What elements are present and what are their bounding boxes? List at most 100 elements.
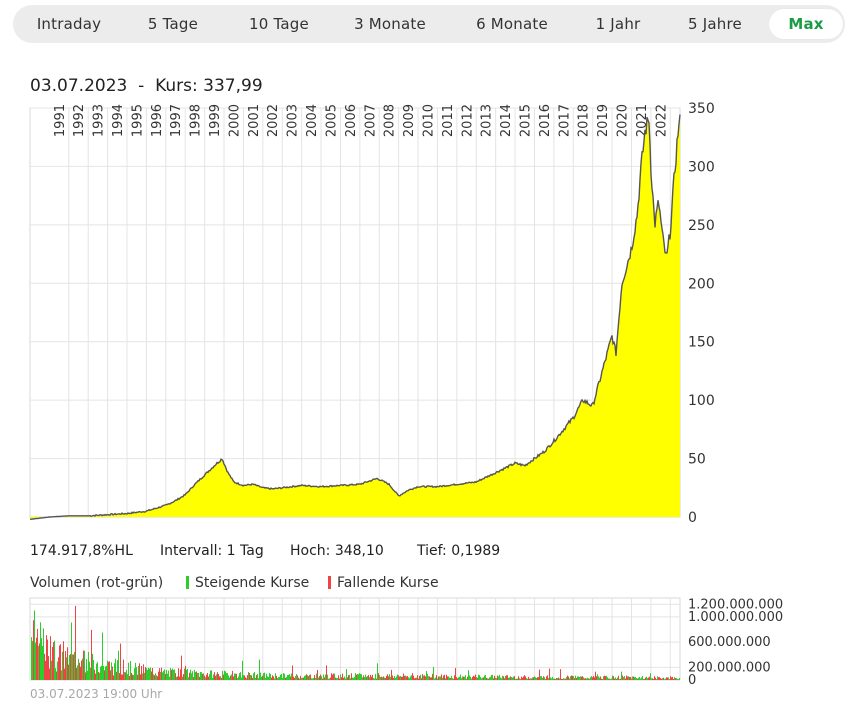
volume-bar bbox=[670, 676, 671, 680]
volume-bar bbox=[623, 677, 624, 680]
tab-10-tage[interactable]: 10 Tage bbox=[249, 15, 309, 33]
volume-bar bbox=[54, 640, 55, 680]
volume-bar bbox=[554, 678, 555, 680]
volume-bar bbox=[261, 676, 262, 680]
volume-bar bbox=[239, 673, 240, 680]
volume-bar bbox=[632, 676, 633, 680]
volume-bar bbox=[126, 669, 127, 680]
volume-bar bbox=[155, 673, 156, 680]
volume-bar bbox=[40, 622, 41, 680]
x-tick-label: 2017 bbox=[557, 104, 572, 137]
volume-bar bbox=[359, 673, 360, 680]
x-tick-label: 2000 bbox=[227, 104, 242, 137]
volume-bar bbox=[69, 655, 70, 680]
volume-bar bbox=[276, 675, 277, 680]
volume-bar bbox=[312, 678, 313, 680]
volume-bar bbox=[288, 674, 289, 680]
rising-swatch bbox=[186, 576, 189, 589]
volume-bar bbox=[89, 661, 90, 680]
volume-bar bbox=[557, 678, 558, 680]
volume-bar bbox=[647, 678, 648, 680]
volume-bar bbox=[199, 676, 200, 680]
volume-bar bbox=[148, 667, 149, 680]
x-tick-label: 2015 bbox=[518, 104, 533, 137]
volume-bar bbox=[219, 676, 220, 680]
volume-bar bbox=[337, 678, 338, 680]
volume-bar bbox=[474, 676, 475, 680]
volume-bar bbox=[70, 654, 71, 680]
tab-3-monate[interactable]: 3 Monate bbox=[354, 15, 426, 33]
volume-bar bbox=[300, 675, 301, 680]
tab-intraday[interactable]: Intraday bbox=[36, 15, 102, 33]
tab-5-jahre[interactable]: 5 Jahre bbox=[688, 15, 742, 33]
volume-bar bbox=[401, 676, 402, 680]
volume-bar bbox=[244, 675, 245, 680]
x-tick-label: 2020 bbox=[615, 104, 630, 137]
volume-bar bbox=[413, 675, 414, 680]
volume-bar bbox=[577, 676, 578, 680]
volume-bar bbox=[353, 677, 354, 680]
volume-bar bbox=[393, 677, 394, 680]
volume-bar bbox=[71, 622, 72, 680]
volume-bar bbox=[204, 675, 205, 680]
volume-bar bbox=[318, 677, 319, 680]
volume-bar bbox=[33, 620, 34, 680]
volume-bar bbox=[510, 676, 511, 680]
tab-6-monate[interactable]: 6 Monate bbox=[476, 15, 548, 33]
volume-bar bbox=[66, 657, 67, 680]
volume-bar bbox=[146, 668, 147, 680]
volume-bar bbox=[617, 677, 618, 680]
volume-bar bbox=[382, 677, 383, 680]
volume-bar bbox=[154, 675, 155, 680]
volume-bar bbox=[489, 677, 490, 680]
volume-bar bbox=[301, 678, 302, 680]
volume-bar bbox=[544, 677, 545, 680]
volume-bar bbox=[406, 676, 407, 680]
volume-bar bbox=[299, 678, 300, 680]
x-tick-label: 1993 bbox=[92, 104, 107, 137]
volume-bar bbox=[314, 675, 315, 680]
volume-bar bbox=[284, 673, 285, 680]
volume-bar bbox=[209, 674, 210, 680]
volume-bar bbox=[612, 675, 613, 680]
volume-bar bbox=[506, 675, 507, 680]
volume-bar bbox=[240, 672, 241, 680]
volume-bar bbox=[654, 676, 655, 680]
volume-bar bbox=[45, 660, 46, 680]
volume-bar bbox=[179, 676, 180, 680]
volume-bar bbox=[408, 677, 409, 680]
volume-bar bbox=[262, 675, 263, 680]
stat-high: Hoch: 348,10 bbox=[290, 543, 384, 559]
volume-bar bbox=[90, 667, 91, 680]
volume-bar bbox=[101, 665, 102, 680]
tab-1-jahr[interactable]: 1 Jahr bbox=[595, 15, 641, 33]
volume-bar bbox=[615, 677, 616, 680]
volume-bar bbox=[354, 677, 355, 680]
volume-bar bbox=[127, 674, 128, 680]
volume-bar bbox=[50, 636, 51, 680]
volume-bar bbox=[484, 675, 485, 680]
tab-5-tage[interactable]: 5 Tage bbox=[147, 15, 199, 33]
x-tick-label: 2010 bbox=[421, 104, 436, 137]
volume-bar bbox=[183, 674, 184, 680]
volume-bar bbox=[129, 676, 130, 680]
volume-bar bbox=[652, 678, 653, 680]
volume-bar bbox=[648, 677, 649, 680]
volume-bar bbox=[115, 658, 116, 680]
volume-bar bbox=[663, 677, 664, 680]
volume-bar bbox=[505, 675, 506, 680]
volume-bar bbox=[519, 678, 520, 680]
volume-bar bbox=[220, 676, 221, 680]
volume-tick-label: 600.000.000 bbox=[688, 635, 771, 650]
volume-bar bbox=[286, 677, 287, 680]
tab-max[interactable]: Max bbox=[769, 9, 843, 39]
volume-bar bbox=[589, 678, 590, 680]
volume-bar bbox=[395, 677, 396, 680]
volume-bar bbox=[656, 679, 657, 680]
volume-bar bbox=[611, 678, 612, 680]
volume-bar bbox=[463, 676, 464, 680]
volume-bar bbox=[51, 660, 52, 680]
volume-bar bbox=[409, 678, 410, 680]
volume-bar bbox=[292, 665, 293, 680]
